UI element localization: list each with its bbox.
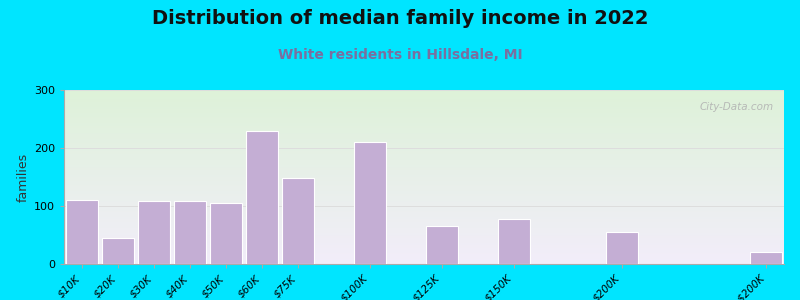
Text: White residents in Hillsdale, MI: White residents in Hillsdale, MI (278, 48, 522, 62)
Bar (138, 201, 170, 264)
Bar (174, 201, 206, 264)
Bar (210, 203, 242, 264)
Bar (246, 130, 278, 264)
Bar (498, 219, 530, 264)
Bar (66, 200, 98, 264)
Bar (606, 232, 638, 264)
Text: City-Data.com: City-Data.com (699, 102, 773, 112)
Bar (354, 142, 386, 264)
Bar (426, 226, 458, 264)
Y-axis label: families: families (17, 152, 30, 202)
Text: Distribution of median family income in 2022: Distribution of median family income in … (152, 9, 648, 28)
Bar (750, 252, 782, 264)
Bar (282, 178, 314, 264)
Bar (102, 238, 134, 264)
